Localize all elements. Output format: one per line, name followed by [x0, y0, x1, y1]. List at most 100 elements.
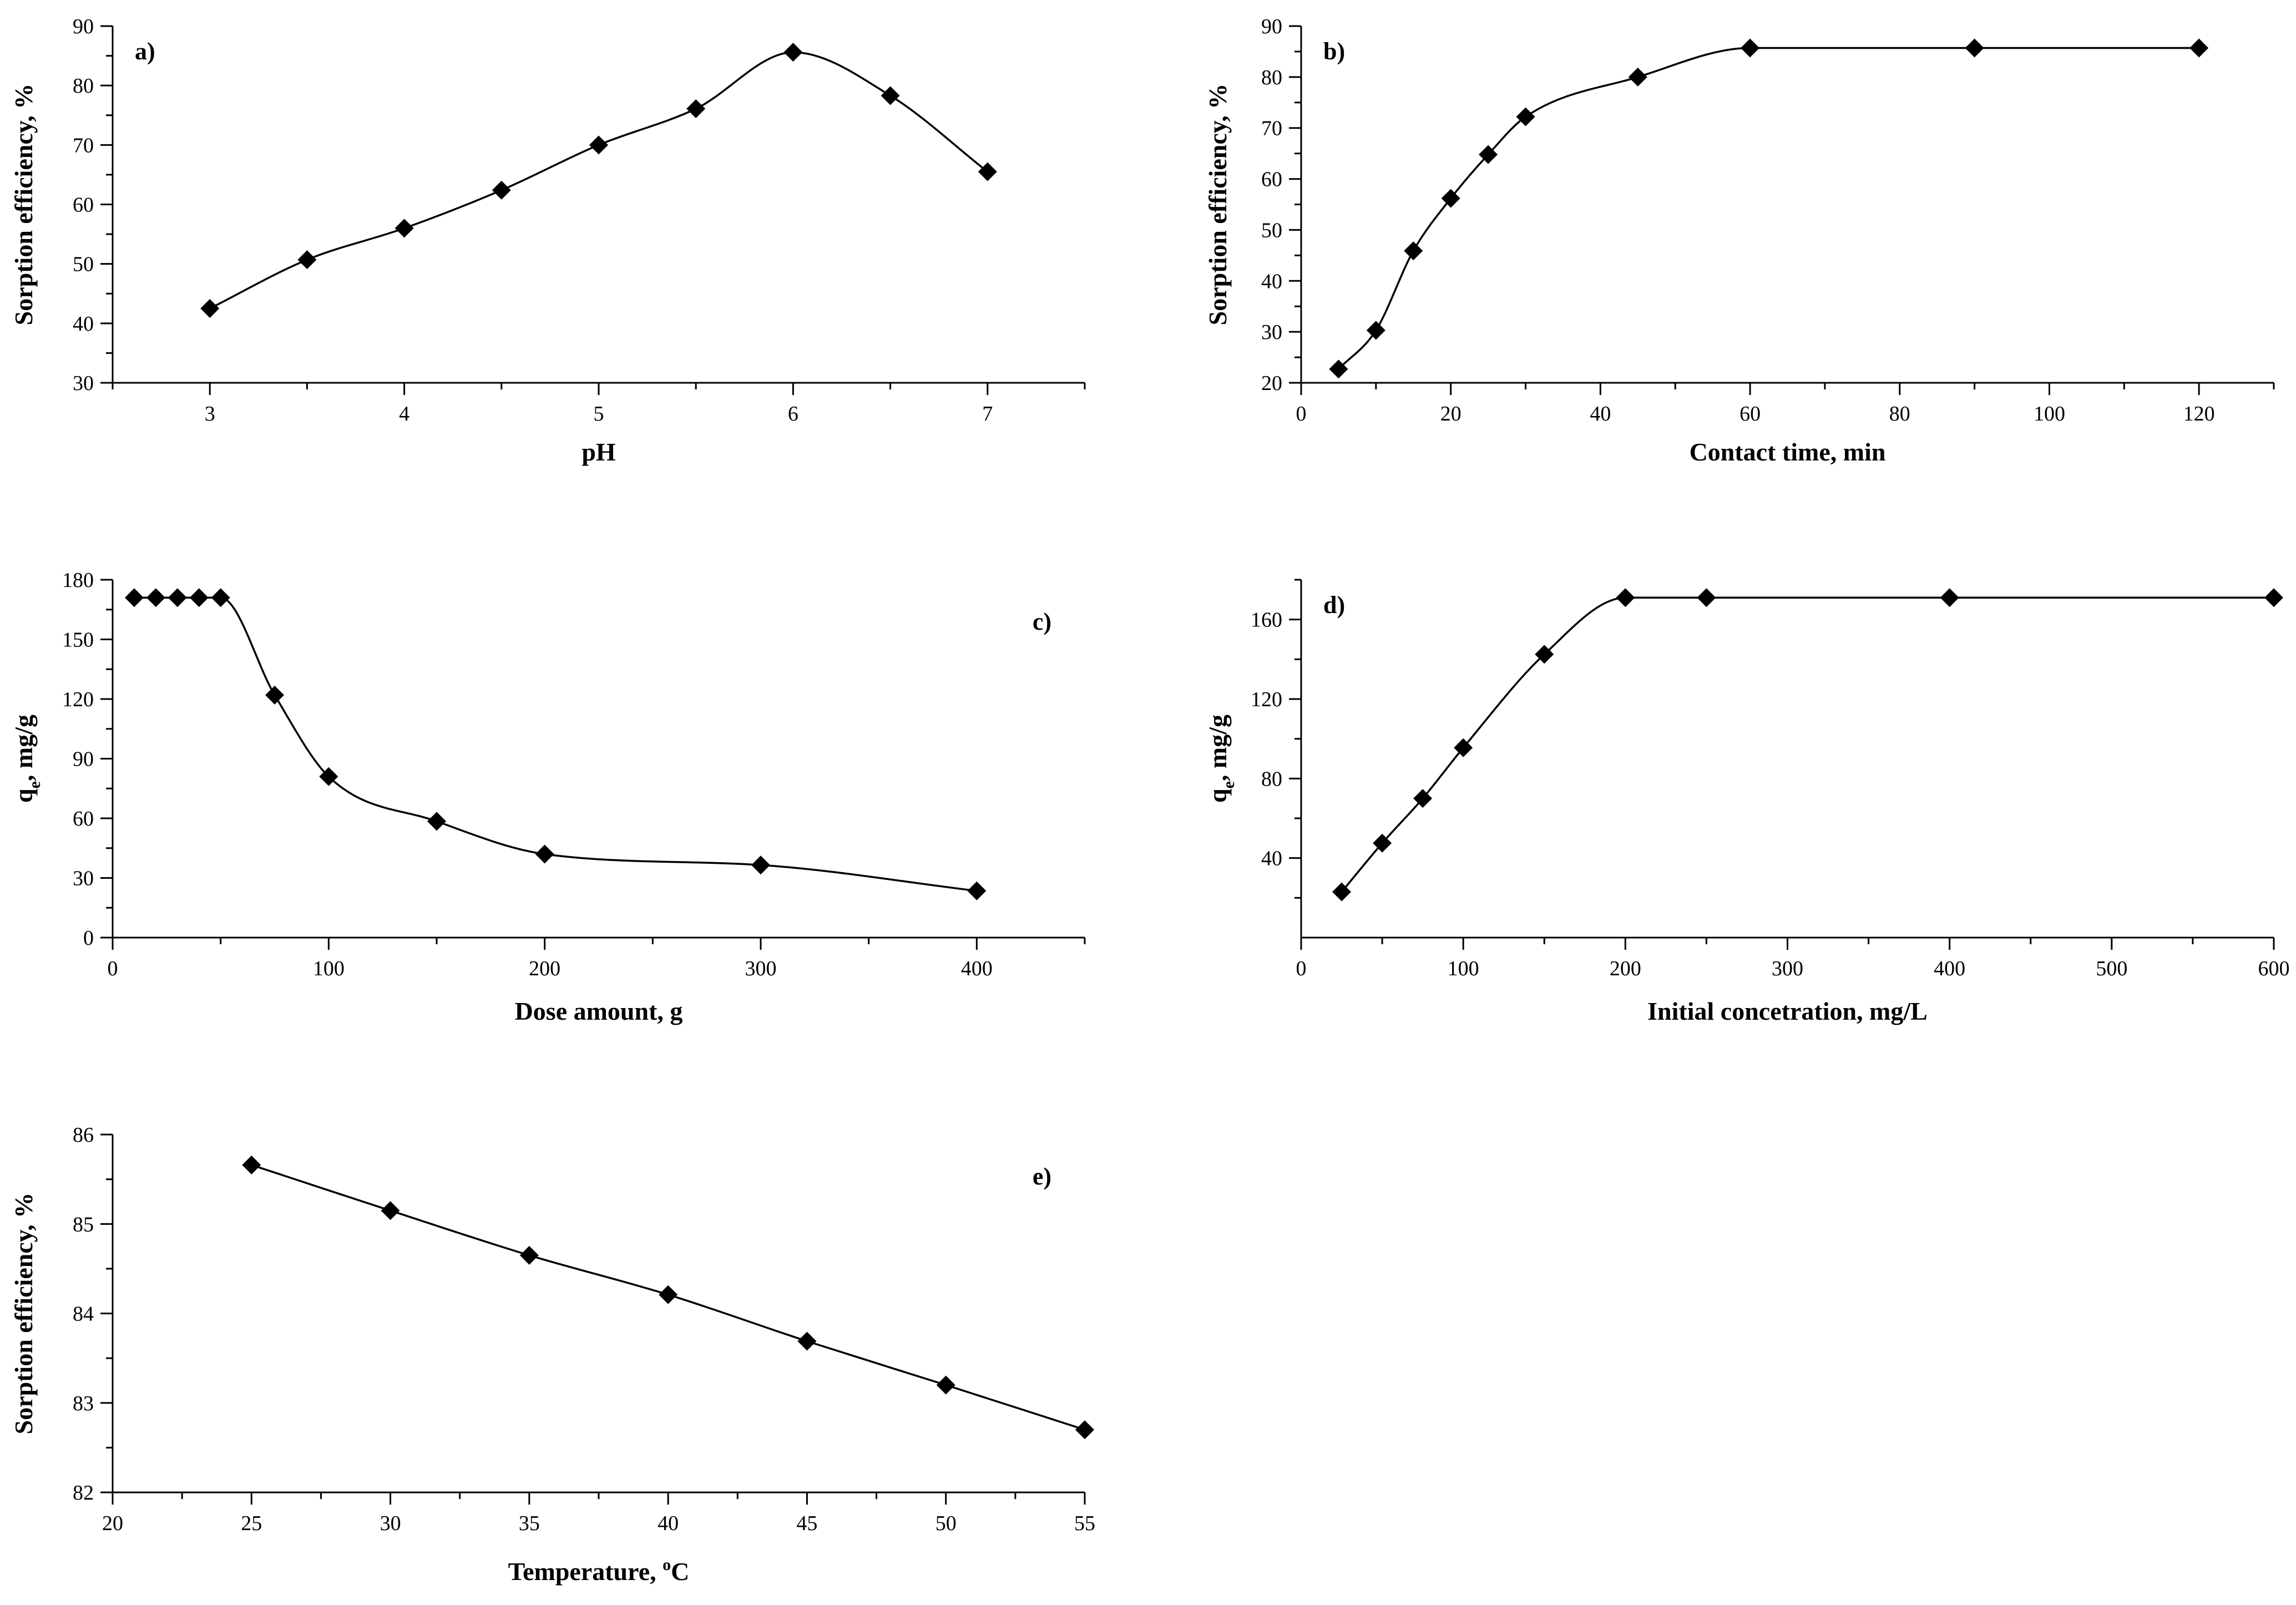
data-point [1697, 588, 1716, 607]
data-point [1535, 645, 1554, 664]
x-tick-label: 200 [529, 957, 560, 980]
x-tick-label: 200 [1610, 957, 1641, 980]
y-tick-label: 0 [83, 926, 94, 950]
data-point [427, 812, 446, 831]
x-tick-label: 35 [519, 1512, 540, 1535]
data-point [936, 1375, 955, 1395]
y-tick-label: 150 [62, 629, 94, 652]
y-tick-label: 84 [73, 1303, 94, 1326]
data-point [535, 844, 554, 864]
y-tick-label: 85 [73, 1213, 94, 1236]
data-point [686, 99, 706, 118]
data-point [1741, 38, 1760, 58]
y-axis-title: Sorption efficiency, % [1203, 84, 1232, 326]
data-point [967, 881, 987, 900]
data-point [265, 685, 284, 705]
y-tick-label: 120 [62, 688, 94, 711]
data-point [1366, 321, 1385, 340]
y-tick-label: 80 [1261, 66, 1282, 89]
x-tick-label: 600 [2258, 957, 2290, 980]
data-point [1965, 38, 1984, 58]
x-tick-label: 100 [2034, 402, 2065, 426]
panel-label: e) [1033, 1163, 1051, 1190]
y-tick-label: 82 [73, 1481, 94, 1505]
data-point [519, 1245, 539, 1265]
chart-panel-4: 0 100 200 300 400 500 600 40 80 120 160 Initial con… [1203, 579, 2290, 1025]
panel-label: d) [1323, 591, 1345, 619]
data-point [297, 250, 317, 270]
data-point [978, 162, 997, 181]
x-tick-label: 0 [108, 957, 118, 980]
panel-label: a) [135, 38, 155, 65]
x-axis-title: Contact time, min [1690, 438, 1886, 466]
data-point [751, 855, 770, 875]
y-tick-label: 40 [1261, 847, 1282, 870]
data-point [1441, 189, 1460, 208]
data-point [242, 1155, 261, 1174]
y-tick-label: 120 [1251, 688, 1282, 711]
data-point [1075, 1420, 1094, 1440]
data-point [1404, 241, 1423, 261]
y-axis-title: Sorption efficiency, % [9, 84, 38, 326]
data-point [124, 588, 144, 607]
axes [112, 1135, 1085, 1493]
data-point [1516, 107, 1535, 126]
data-point [1329, 360, 1348, 379]
y-tick-label: 40 [73, 312, 94, 336]
data-point [1940, 588, 1959, 607]
x-tick-label: 400 [961, 957, 993, 980]
data-point [589, 135, 608, 155]
y-tick-label: 80 [1261, 767, 1282, 791]
panel-label: b) [1323, 38, 1345, 65]
data-point [659, 1285, 678, 1304]
y-tick-label: 50 [1261, 219, 1282, 242]
x-tick-label: 3 [205, 402, 215, 426]
data-point [395, 219, 414, 238]
data-point [200, 299, 220, 318]
data-point [797, 1331, 817, 1351]
y-tick-label: 60 [73, 194, 94, 217]
data-point [381, 1201, 400, 1221]
x-tick-label: 400 [1934, 957, 1965, 980]
x-tick-label: 40 [1590, 402, 1611, 426]
x-tick-label: 100 [1448, 957, 1479, 980]
x-tick-label: 300 [745, 957, 777, 980]
x-tick-label: 25 [241, 1512, 262, 1535]
data-point [319, 767, 338, 786]
x-tick-label: 7 [982, 402, 993, 426]
x-tick-label: 500 [2096, 957, 2127, 980]
y-tick-label: 30 [73, 372, 94, 395]
y-axis-title: Sorption efficiency, % [9, 1193, 38, 1435]
axes [112, 26, 1085, 384]
y-tick-label: 60 [73, 807, 94, 831]
y-tick-label: 90 [1261, 15, 1282, 38]
y-tick-label: 70 [1261, 117, 1282, 140]
x-tick-label: 0 [1296, 957, 1307, 980]
x-tick-label: 300 [1772, 957, 1803, 980]
x-tick-label: 50 [935, 1512, 957, 1535]
data-point [1628, 67, 1647, 87]
y-tick-label: 180 [62, 569, 94, 592]
y-tick-label: 80 [73, 74, 94, 98]
data-point [2189, 38, 2209, 58]
y-tick-label: 40 [1261, 270, 1282, 293]
y-tick-label: 86 [73, 1123, 94, 1147]
y-tick-label: 90 [73, 748, 94, 771]
y-tick-label: 20 [1261, 372, 1282, 395]
chart-panel-3: 0 100 200 300 400 0 30 60 90 120 150 180 Dose amount… [9, 569, 1086, 1025]
data-point [168, 588, 187, 607]
data-point [1479, 145, 1498, 164]
y-tick-label: 83 [73, 1392, 94, 1415]
x-tick-label: 100 [313, 957, 345, 980]
data-point [2264, 588, 2283, 607]
x-tick-label: 20 [1440, 402, 1461, 426]
x-tick-label: 120 [2183, 402, 2215, 426]
y-tick-label: 90 [73, 15, 94, 38]
chart-panel-2: 0 20 40 60 80 100 120 20 30 40 50 60 70 80 90 Contact t… [1203, 15, 2275, 466]
y-tick-label: 30 [73, 867, 94, 890]
y-tick-label: 70 [73, 134, 94, 157]
data-point [1413, 789, 1433, 808]
x-tick-label: 6 [788, 402, 798, 426]
